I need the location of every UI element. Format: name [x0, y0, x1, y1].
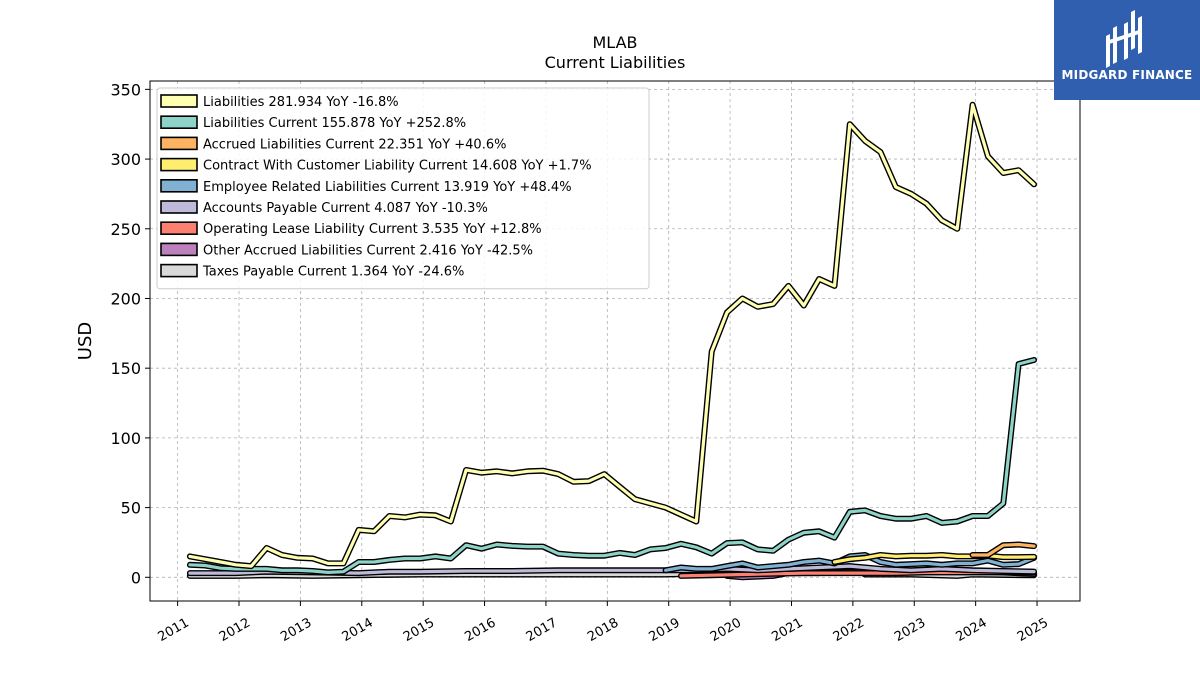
legend-entry: Accounts Payable Current 4.087 YoY -10.3…	[203, 201, 488, 216]
legend-swatch	[160, 157, 198, 172]
series-outline	[186, 357, 1037, 576]
series-line	[188, 358, 1036, 575]
x-tick-label: 2023	[892, 615, 928, 645]
logo-text: MIDGARD FINANCE	[1061, 68, 1193, 82]
series-2	[969, 541, 1037, 558]
y-tick-label: 200	[110, 289, 141, 308]
series-line	[970, 542, 1036, 557]
x-tick-label: 2019	[647, 615, 683, 645]
series-layer	[186, 101, 1037, 581]
legend-entry: Employee Related Liabilities Current 13.…	[203, 180, 572, 195]
legend: Liabilities 281.934 YoY -16.8% Liabilitie…	[156, 87, 650, 290]
legend-swatch	[160, 242, 198, 257]
chart-subtitle: Current Liabilities	[545, 53, 686, 72]
legend-entry: Contract With Customer Liability Current…	[203, 159, 592, 174]
x-tick-label: 2013	[278, 615, 314, 645]
legend-entry: Operating Lease Liability Current 3.535 …	[203, 222, 542, 237]
x-tick-label: 2014	[340, 615, 376, 645]
x-tick-label: 2017	[524, 615, 560, 645]
x-tick-label: 2021	[769, 615, 805, 645]
y-tick-label: 0	[131, 568, 141, 587]
legend-entry: Taxes Payable Current 1.364 YoY -24.6%	[202, 265, 464, 280]
y-tick-label: 150	[110, 359, 141, 378]
chart-title: MLAB	[592, 33, 637, 52]
y-tick-label: 50	[121, 499, 141, 518]
legend-swatch	[160, 94, 198, 108]
y-tick-label: 300	[110, 150, 141, 169]
logo-mark-icon	[1106, 10, 1142, 68]
legend-entry: Other Accrued Liabilities Current 2.416 …	[203, 243, 533, 258]
x-tick-label: 2025	[1015, 615, 1051, 645]
x-tick-label: 2016	[462, 615, 498, 645]
legend-swatch	[160, 115, 198, 129]
legend-entry: Liabilities 281.934 YoY -16.8%	[203, 95, 399, 110]
x-tick-label: 2015	[401, 615, 437, 645]
series-0	[186, 101, 1037, 570]
legend-entry: Liabilities Current 155.878 YoY +252.8%	[203, 116, 466, 131]
x-tick-label: 2020	[708, 615, 744, 645]
y-axis-label: USD	[75, 322, 96, 360]
y-tick-label: 250	[110, 220, 141, 239]
legend-box	[156, 87, 650, 290]
plot-frame	[149, 80, 1081, 602]
legend-swatch	[160, 200, 198, 214]
series-line	[832, 553, 1036, 564]
legend-swatch	[160, 263, 198, 278]
legend-swatch	[160, 221, 198, 235]
series-line	[188, 103, 1036, 568]
brand-logo: MIDGARD FINANCE	[1054, 0, 1200, 100]
x-tick-label: 2022	[831, 615, 867, 645]
x-tick-label: 2011	[155, 615, 191, 645]
series-1	[186, 357, 1037, 576]
x-tick-label: 2018	[585, 615, 621, 645]
series-3	[831, 552, 1037, 565]
x-tick-label: 2024	[953, 615, 989, 645]
y-tick-label: 100	[110, 429, 141, 448]
y-tick-label: 350	[110, 80, 141, 99]
legend-swatch	[160, 136, 198, 151]
legend-swatch	[160, 179, 198, 193]
x-tick-label: 2012	[217, 615, 253, 645]
legend-entry: Accrued Liabilities Current 22.351 YoY +…	[203, 137, 506, 152]
